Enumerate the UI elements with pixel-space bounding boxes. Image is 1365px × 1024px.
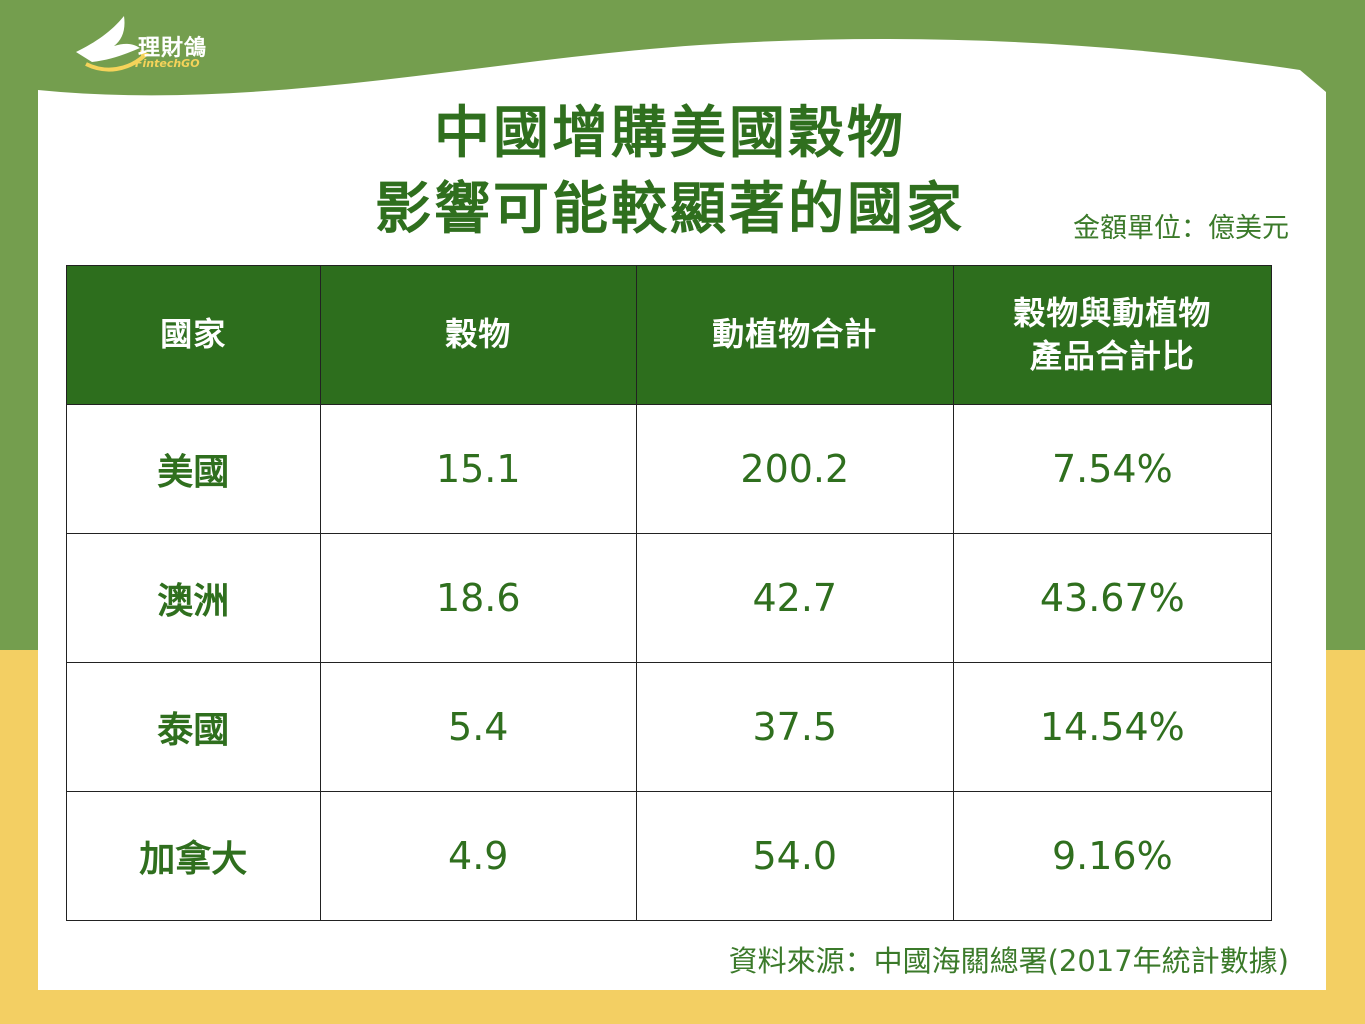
- data-table: 國家 穀物 動植物合計 穀物與動植物 產品合計比 美國 15.1 200.2 7…: [66, 265, 1273, 921]
- header-grain: 穀物: [319, 265, 637, 405]
- cell-grain: 15.1: [319, 404, 637, 534]
- unit-label: 金額單位：億美元: [1073, 213, 1289, 244]
- header-ratio-line-2: 產品合計比: [1029, 337, 1195, 375]
- header-total: 動植物合計: [635, 265, 954, 405]
- cell-ratio: 7.54%: [952, 404, 1273, 534]
- source-note: 資料來源：中國海關總署(2017年統計數據): [728, 944, 1289, 978]
- logo-sub: FintechGO: [135, 57, 200, 70]
- cell-country: 加拿大: [66, 791, 321, 921]
- logo-name: 理財鴿: [138, 36, 208, 61]
- cell-country: 泰國: [66, 662, 321, 792]
- cell-ratio: 14.54%: [952, 662, 1273, 792]
- cell-ratio: 9.16%: [952, 791, 1273, 921]
- table-row: 泰國 5.4 37.5 14.54%: [66, 662, 1273, 792]
- cell-grain: 18.6: [319, 533, 637, 663]
- header-ratio: 穀物與動植物 產品合計比: [952, 265, 1273, 405]
- table-row: 澳洲 18.6 42.7 43.67%: [66, 533, 1273, 663]
- cell-country: 美國: [66, 404, 321, 534]
- dove-icon: [76, 16, 150, 72]
- header-country: 國家: [66, 265, 321, 405]
- cell-total: 200.2: [635, 404, 954, 534]
- cell-ratio: 43.67%: [952, 533, 1273, 663]
- table-row: 加拿大 4.9 54.0 9.16%: [66, 791, 1273, 921]
- cell-total: 54.0: [635, 791, 954, 921]
- table-row: 美國 15.1 200.2 7.54%: [66, 404, 1273, 534]
- table-header-row: 國家 穀物 動植物合計 穀物與動植物 產品合計比: [66, 265, 1273, 405]
- cell-grain: 4.9: [319, 791, 637, 921]
- cell-total: 37.5: [635, 662, 954, 792]
- title-line-2: 影響可能較顯著的國家: [375, 177, 965, 242]
- cell-grain: 5.4: [319, 662, 637, 792]
- cell-country: 澳洲: [66, 533, 321, 663]
- header-ratio-line-1: 穀物與動植物: [1013, 293, 1212, 332]
- cell-total: 42.7: [635, 533, 954, 663]
- title-line-1: 中國增購美國穀物: [434, 101, 906, 166]
